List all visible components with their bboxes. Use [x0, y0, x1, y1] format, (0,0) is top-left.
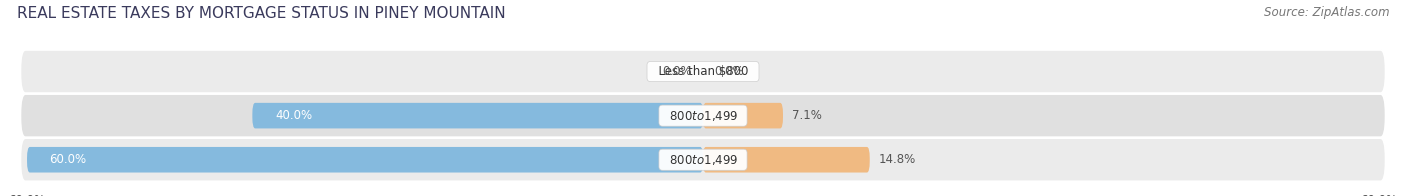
Text: 40.0%: 40.0%: [276, 109, 312, 122]
Text: 0.0%: 0.0%: [714, 65, 744, 78]
FancyBboxPatch shape: [20, 138, 1386, 181]
FancyBboxPatch shape: [27, 147, 703, 172]
Text: $800 to $1,499: $800 to $1,499: [662, 153, 744, 167]
Text: 7.1%: 7.1%: [792, 109, 823, 122]
FancyBboxPatch shape: [703, 147, 870, 172]
FancyBboxPatch shape: [252, 103, 703, 128]
FancyBboxPatch shape: [20, 50, 1386, 93]
Text: 14.8%: 14.8%: [879, 153, 915, 166]
Text: Source: ZipAtlas.com: Source: ZipAtlas.com: [1264, 6, 1389, 19]
Text: 60.0%: 60.0%: [49, 153, 87, 166]
FancyBboxPatch shape: [703, 103, 783, 128]
Text: REAL ESTATE TAXES BY MORTGAGE STATUS IN PINEY MOUNTAIN: REAL ESTATE TAXES BY MORTGAGE STATUS IN …: [17, 6, 506, 21]
Text: Less than $800: Less than $800: [651, 65, 755, 78]
Text: 0.0%: 0.0%: [662, 65, 692, 78]
Text: $800 to $1,499: $800 to $1,499: [662, 109, 744, 123]
FancyBboxPatch shape: [20, 94, 1386, 137]
